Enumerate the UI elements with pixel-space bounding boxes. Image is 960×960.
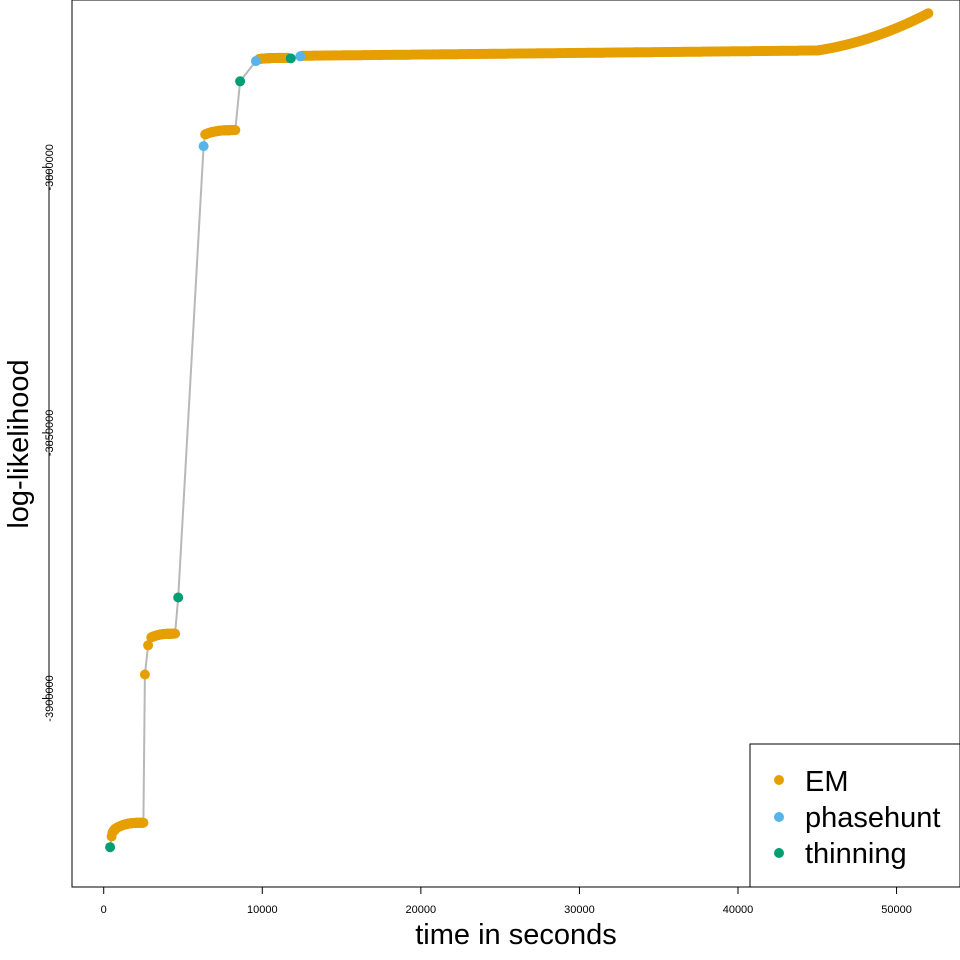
point-thinning <box>173 592 184 603</box>
x-axis-title: time in seconds <box>415 919 617 951</box>
point-thinning <box>105 842 116 853</box>
point-phasehunt <box>250 56 261 67</box>
x-tick-label: 20000 <box>406 904 437 916</box>
data-points <box>105 8 934 853</box>
legend-label-em: EM <box>805 766 849 798</box>
point-em <box>923 8 934 19</box>
x-tick-label: 0 <box>101 904 107 916</box>
y-tick-label: -3850000 <box>44 410 56 457</box>
legend-box <box>749 743 960 888</box>
point-thinning <box>235 76 246 87</box>
point-em <box>138 817 149 828</box>
x-tick-label: 50000 <box>881 904 912 916</box>
y-axis-ticks: -3800000 -3850000 -3900000 <box>42 144 56 722</box>
connector-line <box>109 12 929 848</box>
point-em <box>170 628 181 639</box>
point-phasehunt <box>295 51 306 62</box>
point-em <box>230 125 241 136</box>
y-axis-title: log-likelihood <box>3 359 35 528</box>
legend-label-thinning: thinning <box>805 838 907 870</box>
connector-path <box>109 12 929 848</box>
legend: EM phasehunt thinning <box>749 743 960 888</box>
legend-marker-thinning <box>774 848 784 858</box>
point-thinning <box>285 53 296 64</box>
legend-marker-phasehunt <box>774 812 784 822</box>
y-tick-label: -3900000 <box>44 675 56 722</box>
x-tick-label: 10000 <box>247 904 278 916</box>
plot-frame <box>71 0 960 888</box>
point-em <box>139 669 150 680</box>
point-phasehunt <box>198 141 209 152</box>
x-tick-label: 30000 <box>564 904 595 916</box>
point-em <box>143 640 154 651</box>
legend-marker-em <box>774 775 784 785</box>
x-tick-label: 40000 <box>723 904 754 916</box>
y-tick-label: -3800000 <box>44 144 56 191</box>
x-axis-ticks: 0 10000 20000 30000 40000 50000 <box>101 886 912 916</box>
legend-label-phasehunt: phasehunt <box>805 802 940 834</box>
